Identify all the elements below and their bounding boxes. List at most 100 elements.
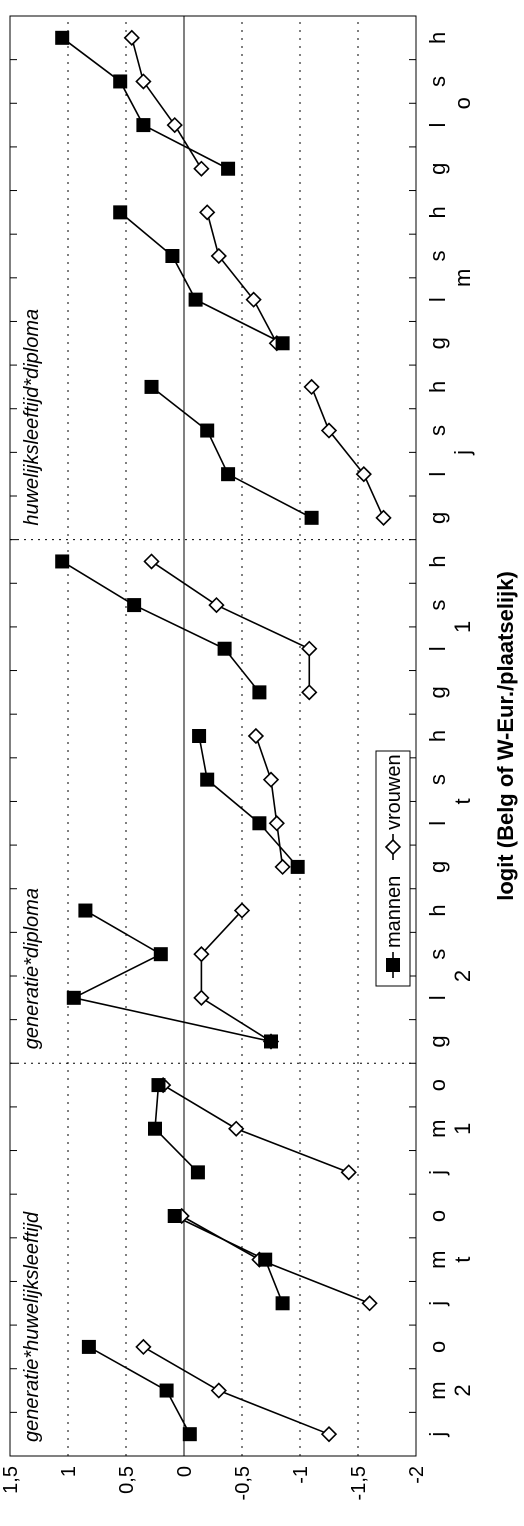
y-tick-label: -2 — [406, 1466, 428, 1484]
panel-title: generatie*huwelijksleeftijd — [21, 1211, 43, 1442]
x-tick-label: s — [425, 76, 450, 87]
series-line-vrouwen — [255, 735, 284, 868]
point-mannen — [221, 467, 236, 482]
point-mannen — [221, 161, 236, 176]
x-tick-label: o — [425, 1079, 450, 1091]
point-mannen — [188, 292, 203, 307]
y-tick-label: -0,5 — [232, 1466, 254, 1500]
x-tick-label: m — [425, 1250, 450, 1268]
panel-title: huwelijksleeftijd*diploma — [21, 309, 43, 526]
series-line-vrouwen — [206, 212, 278, 344]
point-mannen — [113, 205, 128, 220]
x-tick-labels: j m o 2 j m o t j m o 1 g l s h 2 g l s h t g l s h 1 g l s h j g l s h m g l s… — [425, 32, 475, 1438]
series-line-mannen — [198, 735, 299, 868]
legend-marker-mannen — [386, 958, 400, 972]
point-mannen — [66, 990, 81, 1005]
x-tick-label: s — [425, 600, 450, 611]
x-tick-label: l — [425, 297, 450, 302]
x-tick-label: s — [425, 774, 450, 785]
point-mannen — [275, 1296, 290, 1311]
gridlines — [67, 16, 359, 1456]
point-vrouwen — [301, 640, 318, 657]
x-tick-label: g — [425, 512, 450, 524]
x-tick-label: o — [425, 1210, 450, 1222]
x-tick-label: j — [425, 1432, 450, 1438]
point-vrouwen — [233, 902, 251, 919]
x-tick-label: l — [425, 123, 450, 128]
y-tick-label: 0,5 — [116, 1466, 138, 1494]
x-tick-label: l — [425, 821, 450, 826]
point-mannen — [217, 641, 232, 656]
point-mannen — [304, 510, 319, 525]
point-mannen — [252, 816, 267, 831]
point-vrouwen — [166, 116, 183, 134]
point-mannen — [252, 685, 267, 700]
point-vrouwen — [355, 466, 372, 483]
point-mannen — [159, 1383, 174, 1398]
group-label: j — [450, 450, 475, 456]
point-vrouwen — [262, 771, 280, 788]
point-mannen — [136, 118, 151, 133]
point-mannen — [148, 1121, 162, 1136]
point-vrouwen — [268, 815, 285, 832]
point-mannen — [190, 1165, 205, 1180]
series-line-vrouwen — [151, 560, 311, 693]
point-vrouwen — [135, 73, 152, 90]
point-vrouwen — [303, 378, 320, 396]
x-tick-label: g — [425, 1035, 450, 1047]
point-vrouwen — [301, 684, 318, 701]
legend-label: mannen — [383, 876, 405, 948]
x-tick-label: s — [425, 251, 450, 262]
series-line-vrouwen — [131, 37, 203, 170]
series-line-vrouwen — [310, 386, 385, 519]
x-tick-label: o — [425, 1341, 450, 1353]
y-tick-label: 1,5 — [0, 1466, 22, 1494]
group-label: 1 — [450, 621, 475, 633]
point-mannen — [182, 1427, 197, 1442]
point-mannen — [113, 74, 128, 89]
point-vrouwen — [210, 247, 227, 265]
plot-frame — [9, 15, 417, 1457]
x-tick-label: l — [425, 646, 450, 651]
point-mannen — [81, 1339, 96, 1354]
x-tick-label: g — [425, 337, 450, 349]
x-tick-label: h — [425, 904, 450, 916]
x-tick-label: m — [425, 1381, 450, 1399]
point-mannen — [200, 423, 215, 438]
x-tick-label: h — [425, 730, 450, 742]
series-line-mannen — [61, 560, 261, 693]
point-mannen — [200, 772, 215, 787]
point-mannen — [153, 947, 168, 962]
x-tick-label: l — [425, 472, 450, 477]
point-mannen — [192, 729, 207, 743]
group-label: 2 — [450, 970, 475, 982]
series-line-vrouwen — [162, 1084, 350, 1174]
point-mannen — [264, 1034, 278, 1049]
series-line-mannen — [61, 37, 229, 170]
point-vrouwen — [375, 509, 392, 526]
x-tick-label: s — [425, 949, 450, 960]
point-vrouwen — [361, 1295, 378, 1312]
group-label: t — [450, 798, 475, 804]
point-vrouwen — [123, 29, 140, 46]
point-mannen — [151, 1078, 166, 1093]
x-tick-label: m — [425, 1120, 450, 1138]
x-tick-label: j — [425, 1301, 450, 1307]
tick-marks — [10, 59, 416, 1457]
legend: mannen vrouwen — [375, 750, 411, 987]
series — [55, 29, 392, 1443]
series-line-vrouwen — [200, 910, 272, 1043]
x-tick-label: g — [425, 861, 450, 873]
point-vrouwen — [193, 989, 210, 1006]
point-mannen — [144, 379, 159, 394]
point-mannen — [127, 598, 142, 613]
y-tick-labels: 1,5 1 0,5 0 -0,5 -1 -1,5 -2 — [0, 1466, 428, 1500]
x-tick-label: s — [425, 425, 450, 436]
y-tick-label: 0 — [174, 1466, 196, 1477]
point-vrouwen — [210, 1382, 227, 1399]
point-vrouwen — [135, 1338, 152, 1356]
x-tick-label: h — [425, 555, 450, 567]
point-mannen — [258, 1252, 273, 1267]
series-line-mannen — [88, 1346, 191, 1435]
